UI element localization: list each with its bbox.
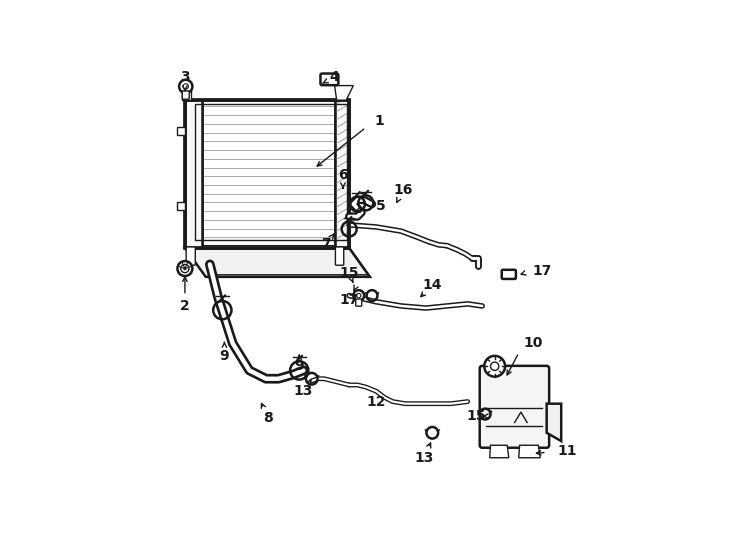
Text: 11: 11 [557, 444, 576, 458]
Text: 6: 6 [338, 168, 348, 182]
Circle shape [179, 80, 192, 93]
FancyBboxPatch shape [182, 91, 189, 99]
Polygon shape [177, 202, 185, 210]
Circle shape [353, 290, 364, 301]
Text: 14: 14 [423, 278, 442, 292]
Circle shape [183, 84, 189, 89]
Text: 3: 3 [180, 70, 189, 84]
Text: 5: 5 [377, 199, 386, 213]
Circle shape [357, 293, 361, 298]
Polygon shape [185, 248, 370, 277]
Polygon shape [181, 89, 191, 100]
Text: 15: 15 [466, 409, 486, 423]
Text: 12: 12 [366, 395, 386, 409]
Text: 9: 9 [219, 349, 229, 363]
Text: 8: 8 [264, 411, 273, 425]
Text: 15: 15 [339, 266, 359, 280]
FancyBboxPatch shape [321, 73, 338, 85]
Text: 16: 16 [393, 183, 413, 197]
Polygon shape [335, 85, 353, 100]
Text: 10: 10 [524, 336, 543, 350]
Polygon shape [547, 404, 562, 441]
Text: 13: 13 [414, 451, 434, 465]
Text: 2: 2 [180, 299, 190, 313]
Circle shape [178, 261, 192, 276]
FancyBboxPatch shape [502, 270, 516, 279]
Polygon shape [202, 100, 335, 248]
FancyBboxPatch shape [480, 366, 549, 448]
Polygon shape [185, 100, 202, 248]
Polygon shape [490, 446, 509, 458]
Polygon shape [177, 127, 185, 136]
Text: 17: 17 [532, 264, 551, 278]
Text: 4: 4 [330, 70, 339, 84]
Circle shape [484, 356, 505, 377]
Polygon shape [335, 100, 349, 248]
Text: 17: 17 [339, 293, 359, 307]
Text: 7: 7 [321, 237, 331, 251]
Text: 13: 13 [294, 384, 313, 398]
FancyBboxPatch shape [356, 299, 362, 306]
Text: 1: 1 [374, 114, 384, 128]
Circle shape [181, 265, 189, 273]
Text: 9: 9 [294, 359, 304, 373]
Polygon shape [519, 446, 540, 458]
FancyBboxPatch shape [335, 247, 344, 265]
FancyBboxPatch shape [186, 247, 195, 265]
Circle shape [184, 267, 186, 270]
